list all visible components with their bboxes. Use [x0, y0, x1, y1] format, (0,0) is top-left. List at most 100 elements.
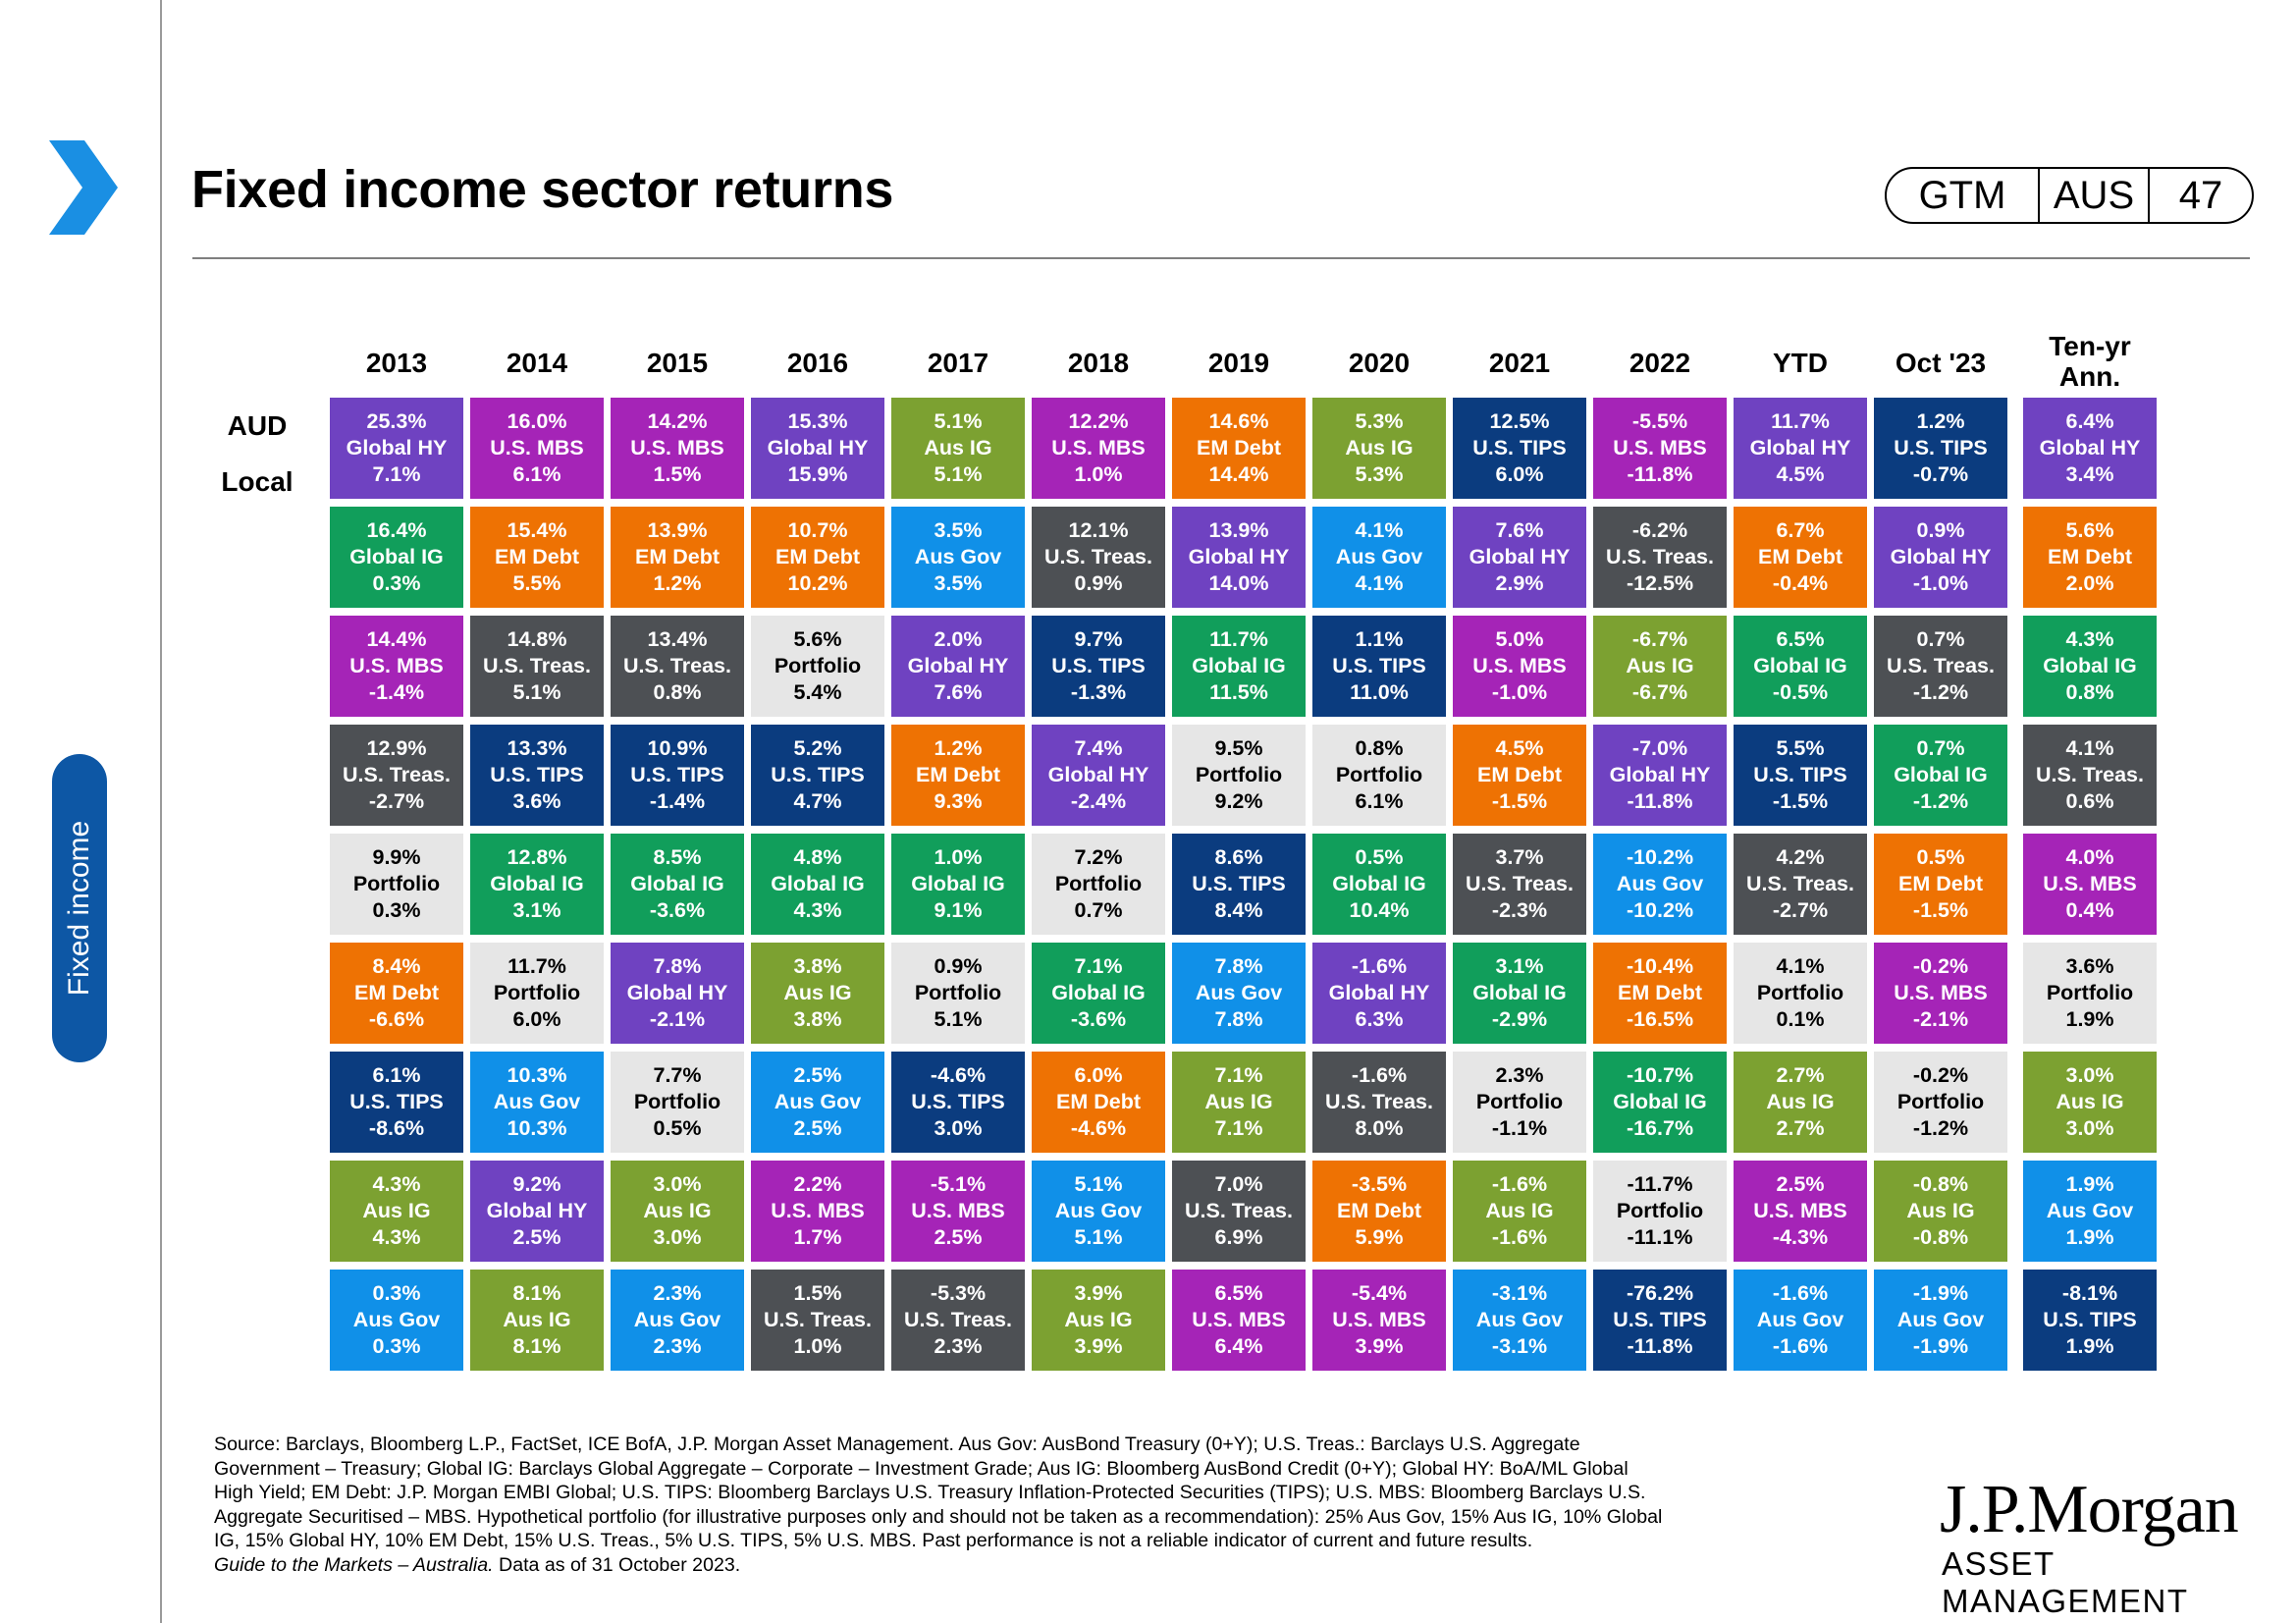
sector-name: Portfolio: [774, 654, 862, 677]
return-cell-u-s-treas: -1.6% U.S. Treas. 8.0%: [1312, 1052, 1446, 1153]
aud-return: 2.5%: [1776, 1172, 1825, 1196]
aud-return: 11.7%: [507, 954, 566, 978]
local-return: -4.3%: [1772, 1225, 1829, 1249]
return-cell-u-s-tips: 6.1% U.S. TIPS -8.6%: [330, 1052, 463, 1153]
source-line: High Yield; EM Debt: J.P. Morgan EMBI Gl…: [214, 1482, 1646, 1504]
sector-name: Global HY: [1328, 981, 1430, 1004]
sector-name: Aus IG: [1064, 1308, 1133, 1331]
return-cell-u-s-mbs: 16.0% U.S. MBS 6.1%: [470, 398, 604, 499]
sector-name: Global HY: [1047, 763, 1149, 786]
aud-return: 3.0%: [653, 1172, 702, 1196]
local-return: 4.1%: [1355, 571, 1404, 595]
local-return: 1.9%: [2065, 1334, 2114, 1358]
badge-region: AUS: [2040, 169, 2150, 222]
return-cell-u-s-tips: -76.2% U.S. TIPS -11.8%: [1593, 1270, 1727, 1371]
sector-name: U.S. TIPS: [1894, 436, 1988, 460]
aud-return: 8.1%: [512, 1281, 561, 1305]
sector-name: Aus Gov: [1756, 1308, 1844, 1331]
return-cell-aus-ig: 2.7% Aus IG 2.7%: [1734, 1052, 1867, 1153]
local-return: 6.0%: [1495, 462, 1544, 486]
local-return: -1.2%: [1912, 1116, 1969, 1140]
aud-return: 5.3%: [1355, 409, 1404, 433]
return-cell-u-s-tips: 9.7% U.S. TIPS -1.3%: [1032, 616, 1165, 717]
local-return: 8.0%: [1355, 1116, 1404, 1140]
sector-name: U.S. MBS: [349, 654, 444, 677]
column-header-2020: 2020: [1348, 348, 1411, 378]
sector-name: Portfolio: [1054, 872, 1143, 895]
guide-title: Guide to the Markets – Australia.: [214, 1553, 494, 1576]
return-cell-global-hy: 25.3% Global HY 7.1%: [330, 398, 463, 499]
aud-return: 0.5%: [1355, 845, 1404, 869]
return-cell-aus-gov: 3.5% Aus Gov 3.5%: [891, 507, 1025, 608]
aud-return: 11.7%: [1209, 627, 1268, 651]
aud-return: -1.9%: [1912, 1281, 1969, 1305]
return-cell-u-s-treas: 12.9% U.S. Treas. -2.7%: [330, 725, 463, 826]
return-cell-aus-gov: 10.3% Aus Gov 10.3%: [470, 1052, 604, 1153]
return-cell-u-s-treas: 3.7% U.S. Treas. -2.3%: [1453, 834, 1586, 935]
source-line: Aggregate Securitised – MBS. Hypothetica…: [214, 1505, 1663, 1528]
return-cell-portfolio: 9.9% Portfolio 0.3%: [330, 834, 463, 935]
sector-name: Aus IG: [503, 1308, 571, 1331]
aud-return: 25.3%: [366, 409, 427, 433]
local-return: -1.2%: [1912, 789, 1969, 813]
row-label-local: Local: [221, 466, 294, 497]
sector-name: Aus Gov: [1475, 1308, 1564, 1331]
local-return: -1.0%: [1912, 571, 1969, 595]
sector-name: U.S. MBS: [771, 1199, 865, 1222]
return-cell-aus-ig: -0.8% Aus IG -0.8%: [1874, 1161, 2007, 1262]
local-return: 1.9%: [2065, 1007, 2114, 1031]
local-return: 10.4%: [1349, 898, 1410, 922]
local-return: 11.5%: [1209, 680, 1268, 704]
sector-name: Portfolio: [493, 981, 581, 1004]
return-cell-aus-gov: 4.1% Aus Gov 4.1%: [1312, 507, 1446, 608]
sector-name: Aus Gov: [2046, 1199, 2134, 1222]
aud-return: 7.4%: [1074, 736, 1123, 760]
sector-name: Aus Gov: [1054, 1199, 1143, 1222]
sector-name: Global HY: [2039, 436, 2141, 460]
sector-name: U.S. TIPS: [1472, 436, 1567, 460]
aud-return: 5.1%: [1074, 1172, 1123, 1196]
aud-return: 6.4%: [2065, 409, 2114, 433]
sector-name: Portfolio: [633, 1090, 721, 1113]
sector-name: U.S. MBS: [1753, 1199, 1847, 1222]
aud-return: 1.0%: [934, 845, 983, 869]
aud-return: 6.5%: [1776, 627, 1825, 651]
sector-name: Aus IG: [1906, 1199, 1975, 1222]
aud-return: 3.0%: [2065, 1063, 2114, 1087]
aud-return: 13.9%: [647, 518, 708, 542]
return-cell-global-hy: -1.6% Global HY 6.3%: [1312, 943, 1446, 1044]
sector-name: Aus Gov: [914, 545, 1002, 568]
aud-return: 12.9%: [366, 736, 427, 760]
sector-name: Global IG: [630, 872, 724, 895]
aud-return: -10.4%: [1626, 954, 1694, 978]
sector-name: Global IG: [911, 872, 1005, 895]
aud-return: -4.6%: [930, 1063, 987, 1087]
return-cell-em-debt: 14.6% EM Debt 14.4%: [1172, 398, 1306, 499]
local-return: -11.8%: [1627, 462, 1693, 486]
return-cell-u-s-mbs: -5.1% U.S. MBS 2.5%: [891, 1161, 1025, 1262]
aud-return: 4.1%: [1776, 954, 1825, 978]
aud-return: 1.5%: [793, 1281, 842, 1305]
sector-name: Aus IG: [1204, 1090, 1273, 1113]
local-return: 15.9%: [787, 462, 848, 486]
return-cell-u-s-tips: 12.5% U.S. TIPS 6.0%: [1453, 398, 1586, 499]
return-cell-u-s-mbs: 5.0% U.S. MBS -1.0%: [1453, 616, 1586, 717]
aud-return: 4.0%: [2065, 845, 2114, 869]
sector-name: Global IG: [1332, 872, 1426, 895]
aud-return: 6.5%: [1214, 1281, 1263, 1305]
chevron-right-icon: [49, 140, 118, 235]
sector-name: U.S. MBS: [1332, 1308, 1426, 1331]
local-return: -1.5%: [1912, 898, 1969, 922]
aud-return: 7.8%: [653, 954, 702, 978]
sector-name: U.S. MBS: [1613, 436, 1707, 460]
local-return: -6.6%: [368, 1007, 425, 1031]
sector-name: U.S. MBS: [2043, 872, 2137, 895]
return-cell-global-ig: 3.1% Global IG -2.9%: [1453, 943, 1586, 1044]
aud-return: 10.9%: [647, 736, 708, 760]
sector-name: Aus IG: [1345, 436, 1414, 460]
local-return: 0.3%: [372, 571, 421, 595]
sector-name: EM Debt: [354, 981, 439, 1004]
sidebar-tab-fixed-income[interactable]: Fixed income: [52, 754, 107, 1062]
aud-return: 4.3%: [2065, 627, 2114, 651]
source-line: Government – Treasury; Global IG: Barcla…: [214, 1457, 1629, 1480]
